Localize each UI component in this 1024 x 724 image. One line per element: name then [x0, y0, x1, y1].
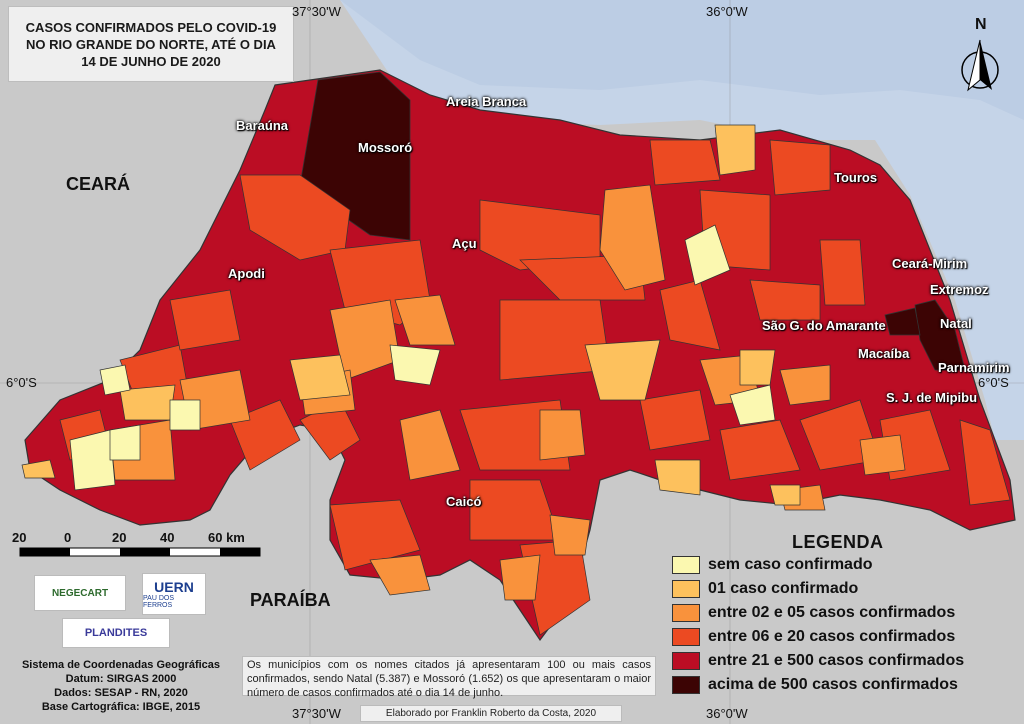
- legend-swatch: [672, 556, 700, 574]
- legend-item: sem caso confirmado: [672, 554, 873, 576]
- muni-sg-amarante: [884, 307, 921, 336]
- title-line-3: 14 DE JUNHO DE 2020: [81, 53, 221, 69]
- scale-label-2: 20: [112, 530, 127, 545]
- logo-uern: UERN PAU DOS FERROS: [142, 573, 206, 615]
- ocean-shelf: [340, 0, 1024, 120]
- map-info: Sistema de Coordenadas Geográficas Datum…: [6, 658, 236, 714]
- north-label: N: [975, 16, 987, 33]
- city-label-parnamirim: Parnamirim: [938, 360, 1010, 375]
- info-line-1: Sistema de Coordenadas Geográficas: [21, 659, 221, 671]
- coord-bottom-right: 36°0'W: [706, 706, 748, 721]
- state-label-paraiba: PARAÍBA: [250, 590, 331, 610]
- logo-negecart: NEGECART: [34, 575, 126, 611]
- legend-item: acima de 500 casos confirmados: [672, 674, 958, 696]
- title-line-1: CASOS CONFIRMADOS PELO COVID-19: [25, 19, 277, 35]
- city-label-acu: Açu: [452, 236, 477, 251]
- city-label-areia-branca: Areia Branca: [446, 94, 527, 109]
- class-01: [21, 124, 801, 506]
- logo-negecart-text: NEGECART: [51, 587, 109, 599]
- legend-swatch: [672, 652, 700, 670]
- info-line-3: Dados: SESAP - RN, 2020: [54, 687, 188, 699]
- legend-label: acima de 500 casos confirmados: [708, 676, 958, 693]
- legend-label: sem caso confirmado: [708, 556, 873, 573]
- logo-uern-sub: PAU DOS FERROS: [143, 595, 174, 609]
- legend-item: entre 06 e 20 casos confirmados: [672, 626, 955, 648]
- city-label-extremoz: Extremoz: [930, 282, 989, 297]
- scale-label-4: 60 km: [208, 530, 245, 545]
- legend-item: entre 21 e 500 casos confirmados: [672, 650, 964, 672]
- logo-uern-text: UERN: [154, 579, 194, 595]
- city-label-touros: Touros: [834, 170, 878, 185]
- legend-swatch: [672, 604, 700, 622]
- city-label-macaiba: Macaíba: [858, 346, 910, 361]
- legend-label: entre 06 e 20 casos confirmados: [708, 628, 956, 645]
- coord-top-left: 37°30'W: [292, 4, 341, 19]
- city-label-ceara-mirim: Ceará-Mirim: [892, 256, 968, 271]
- logo-plandites: PLANDITES: [62, 618, 170, 648]
- legend-swatch: [672, 628, 700, 646]
- muni-natal: [914, 299, 966, 371]
- city-label-apodi: Apodi: [228, 266, 265, 281]
- coord-right-lat: 6°0'S: [978, 375, 1009, 390]
- city-label-caico: Caicó: [446, 494, 482, 509]
- legend-label: 01 caso confirmado: [708, 580, 859, 597]
- scale-label-3: 40: [160, 530, 175, 545]
- class-zero: [69, 224, 776, 491]
- city-label-mossoro: Mossoró: [358, 140, 413, 155]
- title-line-2: NO RIO GRANDE DO NORTE, ATÉ O DIA: [26, 36, 276, 52]
- logo-plandites-text: PLANDITES: [84, 627, 148, 639]
- legend-swatch: [672, 580, 700, 598]
- legend-label: entre 02 e 05 casos confirmados: [708, 604, 956, 621]
- legend-item: 01 caso confirmado: [672, 578, 858, 600]
- note-text: Os municípios com os nomes citados já ap…: [242, 656, 656, 699]
- legend-title: LEGENDA: [792, 532, 884, 552]
- scale-bar: [19, 547, 261, 557]
- info-line-2: Datum: SIRGAS 2000: [65, 673, 177, 685]
- legend-swatch: [672, 676, 700, 694]
- north-arrow-icon: [961, 39, 999, 92]
- city-label-natal: Natal: [940, 316, 972, 331]
- scale-label-1: 0: [64, 530, 72, 545]
- ocean: [0, 0, 1024, 440]
- coord-bottom-left: 37°30'W: [292, 706, 341, 721]
- info-line-4: Base Cartográfica: IBGE, 2015: [41, 701, 201, 713]
- scale-label-0: 20: [12, 530, 27, 545]
- state-label-ceara: CEARÁ: [66, 174, 131, 194]
- city-label-sj-mipibu: S. J. de Mipibu: [886, 390, 978, 405]
- credit-text: Elaborado por Franklin Roberto da Costa,…: [360, 705, 622, 722]
- city-label-sao-goncalo: São G. do Amarante: [762, 318, 886, 333]
- map-title: CASOS CONFIRMADOS PELO COVID-19 NO RIO G…: [8, 6, 294, 82]
- city-label-barauna: Baraúna: [236, 118, 289, 133]
- legend-item: entre 02 e 05 casos confirmados: [672, 602, 955, 624]
- legend-label: entre 21 e 500 casos confirmados: [708, 652, 965, 669]
- coord-left-lat: 6°0'S: [6, 375, 37, 390]
- coord-top-right: 36°0'W: [706, 4, 748, 19]
